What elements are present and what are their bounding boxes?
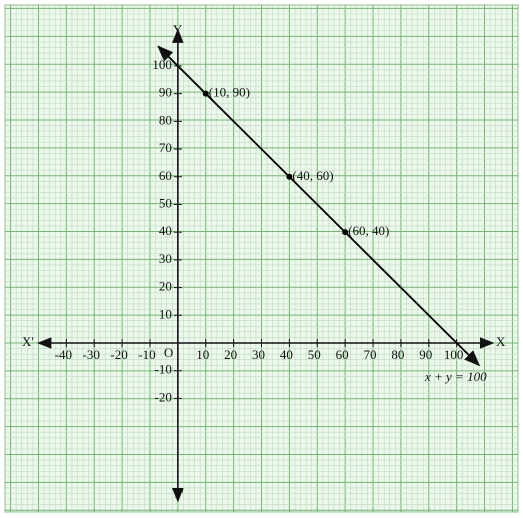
y-tick-label: -10 [155, 362, 172, 377]
point-label: (60, 40) [348, 223, 389, 238]
y-tick-label: 40 [159, 223, 172, 238]
y-tick-label: 30 [159, 251, 172, 266]
point [286, 173, 293, 180]
y-tick-label: 70 [159, 140, 172, 155]
y-tick-label: 50 [159, 195, 172, 210]
equation-label: x + y = 100 [424, 369, 487, 384]
x-tick-label: -10 [138, 347, 155, 362]
axis-label: Y' [172, 486, 184, 501]
point-label: (40, 60) [292, 168, 333, 183]
x-tick-label: 50 [308, 347, 321, 362]
x-tick-label: 80 [391, 347, 404, 362]
x-tick-label: -30 [83, 347, 100, 362]
x-tick-label: 70 [364, 347, 377, 362]
x-tick-label: 30 [252, 347, 265, 362]
axis-label: Y [173, 22, 183, 37]
point-label: (10, 90) [209, 85, 250, 100]
x-tick-label: 90 [419, 347, 432, 362]
x-tick-label: 40 [280, 347, 293, 362]
axis-label: X [496, 334, 506, 349]
x-tick-label: -40 [55, 347, 72, 362]
x-tick-label: 10 [196, 347, 209, 362]
y-tick-label: 90 [159, 85, 172, 100]
x-tick-label: -20 [110, 347, 127, 362]
x-tick-label: 20 [224, 347, 237, 362]
y-tick-label: 60 [159, 168, 172, 183]
x-tick-label: 100 [444, 347, 464, 362]
point [342, 229, 349, 236]
y-tick-label: -20 [155, 389, 172, 404]
x-tick-label: 60 [336, 347, 349, 362]
y-tick-label: 80 [159, 112, 172, 127]
line [157, 45, 481, 367]
y-tick-label: 20 [159, 279, 172, 294]
y-tick-label: 10 [159, 306, 172, 321]
axis-label: X' [22, 334, 34, 349]
y-tick-label: 100 [152, 57, 172, 72]
origin-label: O [164, 345, 173, 360]
point [202, 90, 209, 97]
